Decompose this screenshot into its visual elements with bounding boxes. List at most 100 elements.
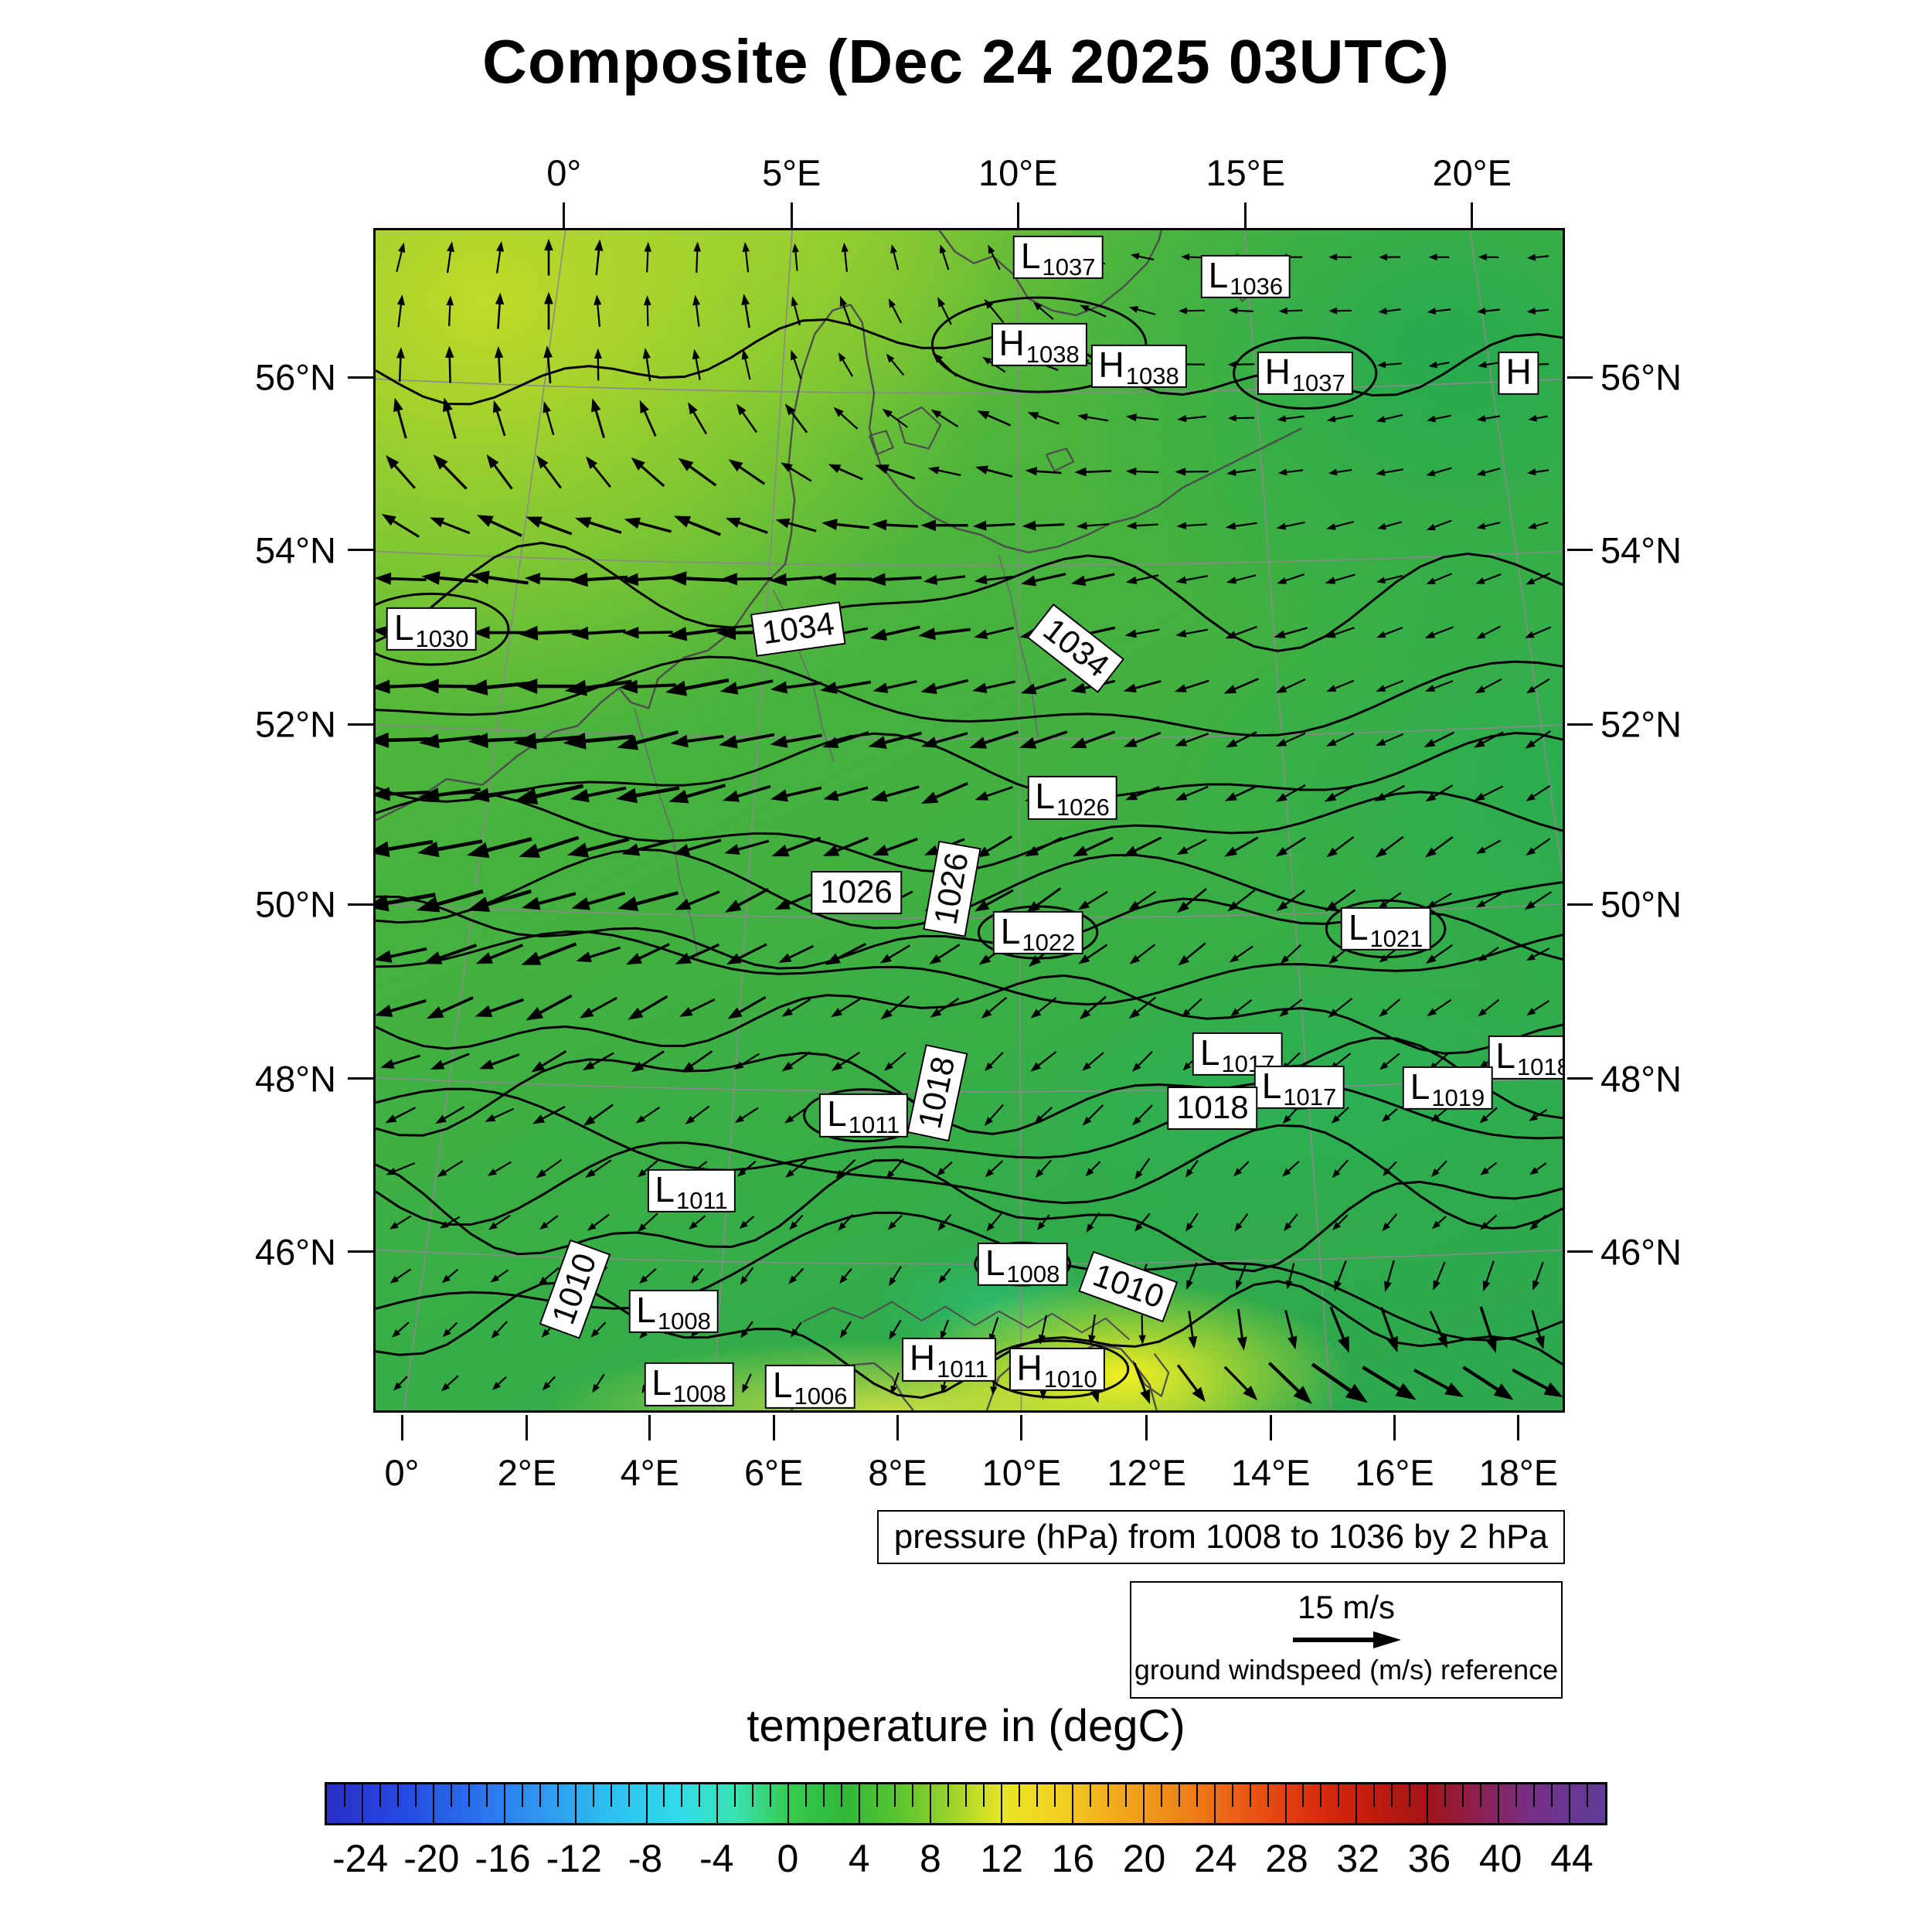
wind-arrow-head: [828, 464, 842, 474]
wind-arrow-head: [1527, 522, 1537, 529]
wind-arrow-head: [1125, 576, 1138, 584]
wind-arrow-head: [940, 1384, 947, 1394]
wind-arrow-head: [587, 1223, 597, 1231]
wind-arrow-head: [1140, 1389, 1151, 1405]
wind-arrow-head: [888, 1221, 896, 1230]
lon-tick-bottom: [648, 1415, 651, 1440]
wind-arrow-shaft: [1434, 414, 1451, 420]
wind-arrow-shaft: [1483, 839, 1502, 851]
wind-arrow-head: [492, 1381, 502, 1390]
wind-arrow-shaft: [594, 410, 605, 438]
lat-tick-label-right: 56°N: [1600, 356, 1682, 398]
wind-arrow-shaft: [1285, 521, 1305, 528]
wind-arrow-head: [1229, 954, 1240, 963]
wind-arrow-shaft: [635, 786, 680, 798]
wind-arrow-head: [1528, 414, 1538, 422]
pressure-center-letter: L: [655, 1168, 675, 1209]
wind-arrow-shaft: [1136, 417, 1159, 421]
wind-arrow-head: [1424, 685, 1436, 692]
wind-arrow-head: [1070, 737, 1087, 749]
wind-arrow-head: [1022, 520, 1036, 531]
contour-loop: [1233, 336, 1378, 410]
contour-line-1014: [376, 1124, 1563, 1230]
wind-arrow-shaft: [638, 838, 674, 852]
pressure-center-label-H: H: [1498, 351, 1539, 395]
wind-arrow-head: [442, 397, 453, 413]
wind-arrow-shaft: [1038, 997, 1057, 1013]
wind-arrow-head: [1476, 522, 1486, 530]
wind-arrow-head: [821, 519, 838, 530]
wind-arrow-shaft: [1039, 307, 1054, 320]
wind-arrow-head: [1176, 846, 1189, 855]
wind-arrow-head: [939, 244, 947, 254]
wind-arrow-shaft: [990, 1052, 1004, 1066]
colorbar-tick: [628, 1784, 630, 1807]
wind-arrow-head: [1431, 1220, 1441, 1230]
wind-arrow-head: [1526, 253, 1536, 261]
lat-tick-left: [348, 723, 373, 726]
wind-arrow-shaft: [889, 413, 908, 428]
colorbar-tick: [1160, 1784, 1162, 1807]
colorbar-tick: [663, 1784, 665, 1807]
wind-arrow-head: [638, 1223, 647, 1233]
wind-arrow-head: [1479, 1060, 1488, 1068]
contour-inline-label-1010: 1010: [1078, 1250, 1179, 1323]
wind-arrow-shaft: [437, 839, 483, 852]
wind-arrow-shaft: [696, 1268, 704, 1278]
wind-arrow-head: [675, 952, 692, 964]
pressure-center-letter: L: [636, 1289, 656, 1330]
wind-arrow-shaft: [942, 252, 950, 270]
contour-inline-label-1026: 1026: [811, 870, 902, 914]
wind-arrow-shaft: [935, 782, 968, 799]
wind-arrow-shaft: [1485, 415, 1501, 420]
colorbar-tick: [805, 1784, 808, 1807]
wind-arrow-shaft: [742, 1107, 759, 1119]
wind-arrow-head: [679, 1006, 693, 1017]
wind-arrow-shaft: [1486, 1162, 1498, 1171]
wind-arrow-head: [490, 1274, 500, 1283]
wind-arrow-head: [1376, 847, 1387, 858]
wind-arrow-shaft: [393, 520, 420, 538]
wind-arrow-head: [638, 1168, 647, 1178]
wind-arrow-head: [1287, 1335, 1298, 1350]
wind-arrow-head: [386, 455, 400, 470]
wind-arrow-shaft: [1335, 679, 1355, 689]
wind-arrow-head: [1282, 1115, 1291, 1124]
wind-arrow-head: [1382, 1223, 1391, 1232]
wind-arrow-shaft: [943, 1268, 951, 1278]
wind-arrow-head: [393, 1382, 402, 1391]
wind-arrow-shaft: [1485, 1214, 1498, 1226]
wind-arrow-shaft: [935, 679, 969, 690]
wind-arrow-head: [672, 844, 691, 855]
wind-arrow-head: [1186, 1280, 1193, 1291]
wind-arrow-shaft: [642, 1107, 660, 1119]
wind-arrow-shaft: [836, 522, 869, 529]
wind-arrow-head: [736, 403, 747, 416]
wind-arrow-head: [519, 843, 541, 859]
colorbar-tick: [556, 1784, 559, 1807]
wind-arrow-head: [1227, 361, 1236, 369]
wind-arrow-head: [791, 349, 798, 361]
colorbar-tick: [752, 1784, 754, 1807]
colorbar-tick: [1444, 1784, 1447, 1807]
wind-arrow-head: [791, 1328, 799, 1338]
wind-arrow-shaft: [1535, 1214, 1547, 1226]
wind-arrow-shaft: [939, 359, 957, 377]
wind-arrow-head: [1427, 308, 1437, 315]
wind-arrow-head: [670, 734, 689, 748]
wind-arrow-head: [929, 954, 942, 964]
lat-tick-right: [1567, 549, 1593, 552]
wind-arrow-head: [1475, 577, 1485, 584]
wind-arrow-head: [1485, 1336, 1497, 1353]
wind-arrow-head: [536, 455, 549, 469]
colorbar-tick: [1302, 1784, 1304, 1807]
wind-arrow-shaft: [1433, 626, 1454, 636]
colorbar-tick-label: 8: [919, 1837, 941, 1880]
wind-arrow-shaft: [544, 1267, 560, 1281]
wind-arrow-shaft: [686, 784, 726, 798]
wind-arrow-shaft: [1483, 893, 1502, 904]
colorbar-tick: [1107, 1784, 1109, 1807]
graticule-parallel: [376, 1077, 1563, 1093]
wind-arrow-head: [923, 845, 940, 855]
colorbar-tick: [770, 1784, 772, 1807]
